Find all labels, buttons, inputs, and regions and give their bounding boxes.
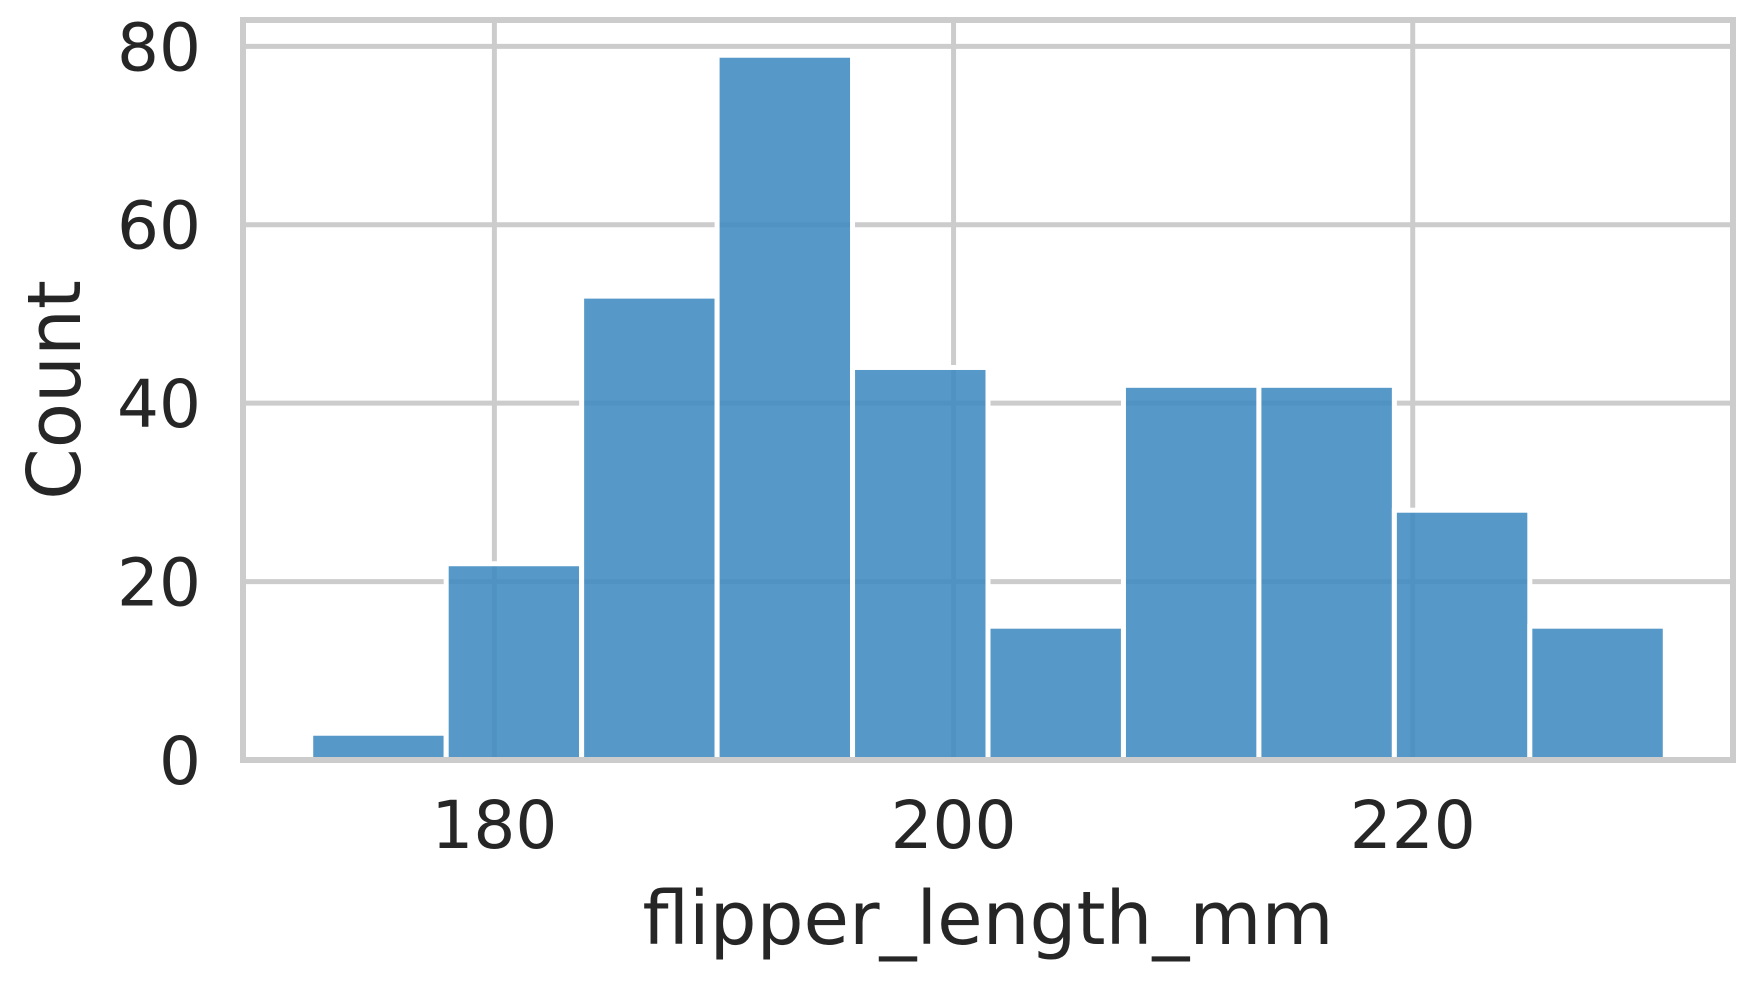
y-tick-label: 60 [117, 188, 201, 265]
y-tick-label: 80 [117, 9, 201, 86]
y-axis-label: Count [12, 280, 98, 500]
y-tick-label: 40 [117, 366, 201, 443]
histogram-bar [714, 52, 856, 763]
histogram-bar [1256, 382, 1397, 763]
histogram-bar [443, 561, 585, 763]
histogram-bar [308, 730, 449, 763]
histogram-bar [1527, 623, 1668, 763]
histogram-bar [985, 623, 1126, 763]
y-tick-label: 0 [159, 723, 201, 800]
histogram-bars [308, 52, 1668, 763]
histogram-bar [1391, 507, 1533, 763]
histogram-bar [850, 364, 991, 763]
x-tick-labels: 180 200 220 [431, 787, 1475, 864]
x-tick-label: 200 [891, 787, 1017, 864]
y-tick-labels: 0 20 40 60 80 [117, 9, 201, 800]
y-tick-label: 20 [117, 545, 201, 622]
x-axis-label: flipper_length_mm [642, 876, 1333, 962]
x-tick-label: 220 [1350, 787, 1476, 864]
histogram-bar [1120, 382, 1262, 763]
plot-frame [240, 17, 1736, 763]
histogram-bar [579, 293, 720, 763]
x-tick-label: 180 [431, 787, 557, 864]
